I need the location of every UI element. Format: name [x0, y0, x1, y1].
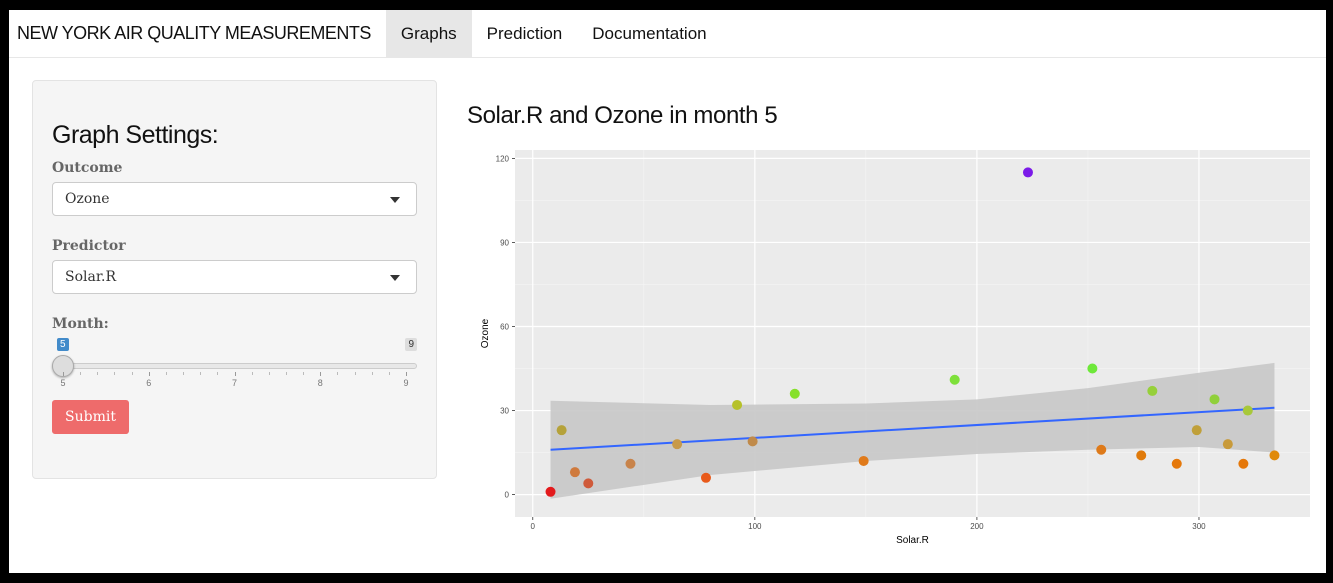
slider-minor-tick — [388, 372, 390, 375]
regression-line — [550, 406, 1275, 451]
y-axis-label: Ozone — [480, 318, 491, 348]
data-point — [747, 436, 758, 447]
slider-tick-label: 8 — [317, 378, 323, 388]
predictor-label: Predictor — [52, 238, 126, 254]
chevron-down-icon — [390, 197, 400, 203]
data-point — [700, 472, 711, 483]
slider-handle[interactable] — [52, 355, 74, 377]
data-point — [1191, 425, 1202, 436]
data-point — [625, 458, 636, 469]
x-tick-label: 200 — [970, 522, 984, 531]
plot-title: Solar.R and Ozone in month 5 — [467, 102, 778, 129]
slider-tick-label: 9 — [403, 378, 409, 388]
tab-prediction[interactable]: Prediction — [486, 23, 563, 43]
slider-tick-label: 5 — [60, 378, 66, 388]
month-label: Month: — [52, 316, 109, 332]
slider-minor-tick — [354, 372, 356, 375]
slider-minor-tick — [97, 372, 99, 375]
settings-title: Graph Settings: — [52, 121, 219, 149]
slider-tick-label: 6 — [146, 378, 152, 388]
data-point — [672, 439, 683, 450]
navbar: NEW YORK AIR QUALITY MEASUREMENTS Graphs… — [9, 10, 1326, 58]
data-point — [1269, 450, 1280, 461]
confidence-band — [550, 362, 1275, 499]
app-brand[interactable]: NEW YORK AIR QUALITY MEASUREMENTS — [17, 23, 371, 43]
tab-documentation[interactable]: Documentation — [592, 23, 707, 43]
slider-tick — [63, 372, 64, 376]
data-point — [583, 478, 594, 489]
data-point — [789, 388, 800, 399]
data-point — [1147, 385, 1158, 396]
outcome-label: Outcome — [52, 160, 123, 176]
slider-minor-tick — [303, 372, 305, 375]
slider-track[interactable] — [62, 363, 417, 369]
data-point — [1209, 394, 1220, 405]
slider-tick-label: 7 — [231, 378, 238, 388]
y-tick-label: 120 — [496, 154, 510, 163]
data-point — [556, 425, 567, 436]
slider-max-badge: 9 — [405, 338, 417, 351]
slider-tick — [320, 372, 322, 376]
data-point — [858, 455, 869, 466]
settings-panel: Graph Settings: Outcome Ozone Predictor … — [32, 80, 437, 479]
slider-min-badge: 5 — [57, 338, 69, 351]
slider-minor-tick — [80, 372, 82, 375]
data-point — [1238, 458, 1249, 469]
slider-tick — [234, 372, 236, 376]
slider-tick — [148, 372, 150, 376]
tab-graphs[interactable]: Graphs — [385, 10, 472, 57]
scatter-plot: 0 100 200 300 0 30 60 90 120 Solar.R Ozone — [480, 150, 1310, 546]
data-point — [1242, 405, 1253, 416]
x-tick-label: 0 — [531, 522, 536, 531]
slider-minor-tick — [285, 372, 287, 375]
submit-button[interactable]: Submit — [52, 400, 129, 434]
slider-minor-tick — [131, 372, 133, 375]
predictor-select[interactable]: Solar.R — [52, 260, 417, 294]
outcome-select-value: Ozone — [65, 191, 110, 207]
data-point — [1087, 363, 1098, 374]
slider-tick — [406, 372, 407, 376]
data-point — [569, 467, 580, 478]
slider-minor-tick — [371, 372, 373, 375]
data-point — [545, 486, 556, 497]
y-tick-label: 60 — [500, 322, 509, 331]
predictor-select-value: Solar.R — [65, 269, 116, 285]
slider-minor-tick — [337, 372, 339, 375]
slider-minor-tick — [200, 372, 202, 375]
data-point — [732, 399, 743, 410]
chevron-down-icon — [390, 275, 400, 281]
x-tick-label: 100 — [748, 522, 762, 531]
y-tick-label: 0 — [505, 491, 510, 500]
slider-minor-tick — [217, 372, 219, 375]
month-slider[interactable]: 5 9 5 6 7 8 9 — [52, 332, 417, 392]
data-point — [1171, 458, 1182, 469]
outcome-select[interactable]: Ozone — [52, 182, 417, 216]
slider-minor-tick — [268, 372, 270, 375]
y-tick-label: 30 — [500, 407, 509, 416]
app-window: NEW YORK AIR QUALITY MEASUREMENTS Graphs… — [9, 10, 1326, 573]
x-tick-label: 300 — [1192, 522, 1206, 531]
slider-minor-tick — [165, 372, 167, 375]
y-tick-label: 90 — [500, 238, 509, 247]
data-point — [1136, 450, 1147, 461]
slider-minor-tick — [251, 372, 253, 375]
data-point — [1096, 444, 1107, 455]
x-axis-label: Solar.R — [896, 535, 929, 546]
data-point — [949, 374, 960, 385]
slider-minor-tick — [183, 372, 185, 375]
slider-minor-tick — [114, 372, 116, 375]
data-point — [1222, 439, 1233, 450]
data-point — [1022, 167, 1033, 178]
